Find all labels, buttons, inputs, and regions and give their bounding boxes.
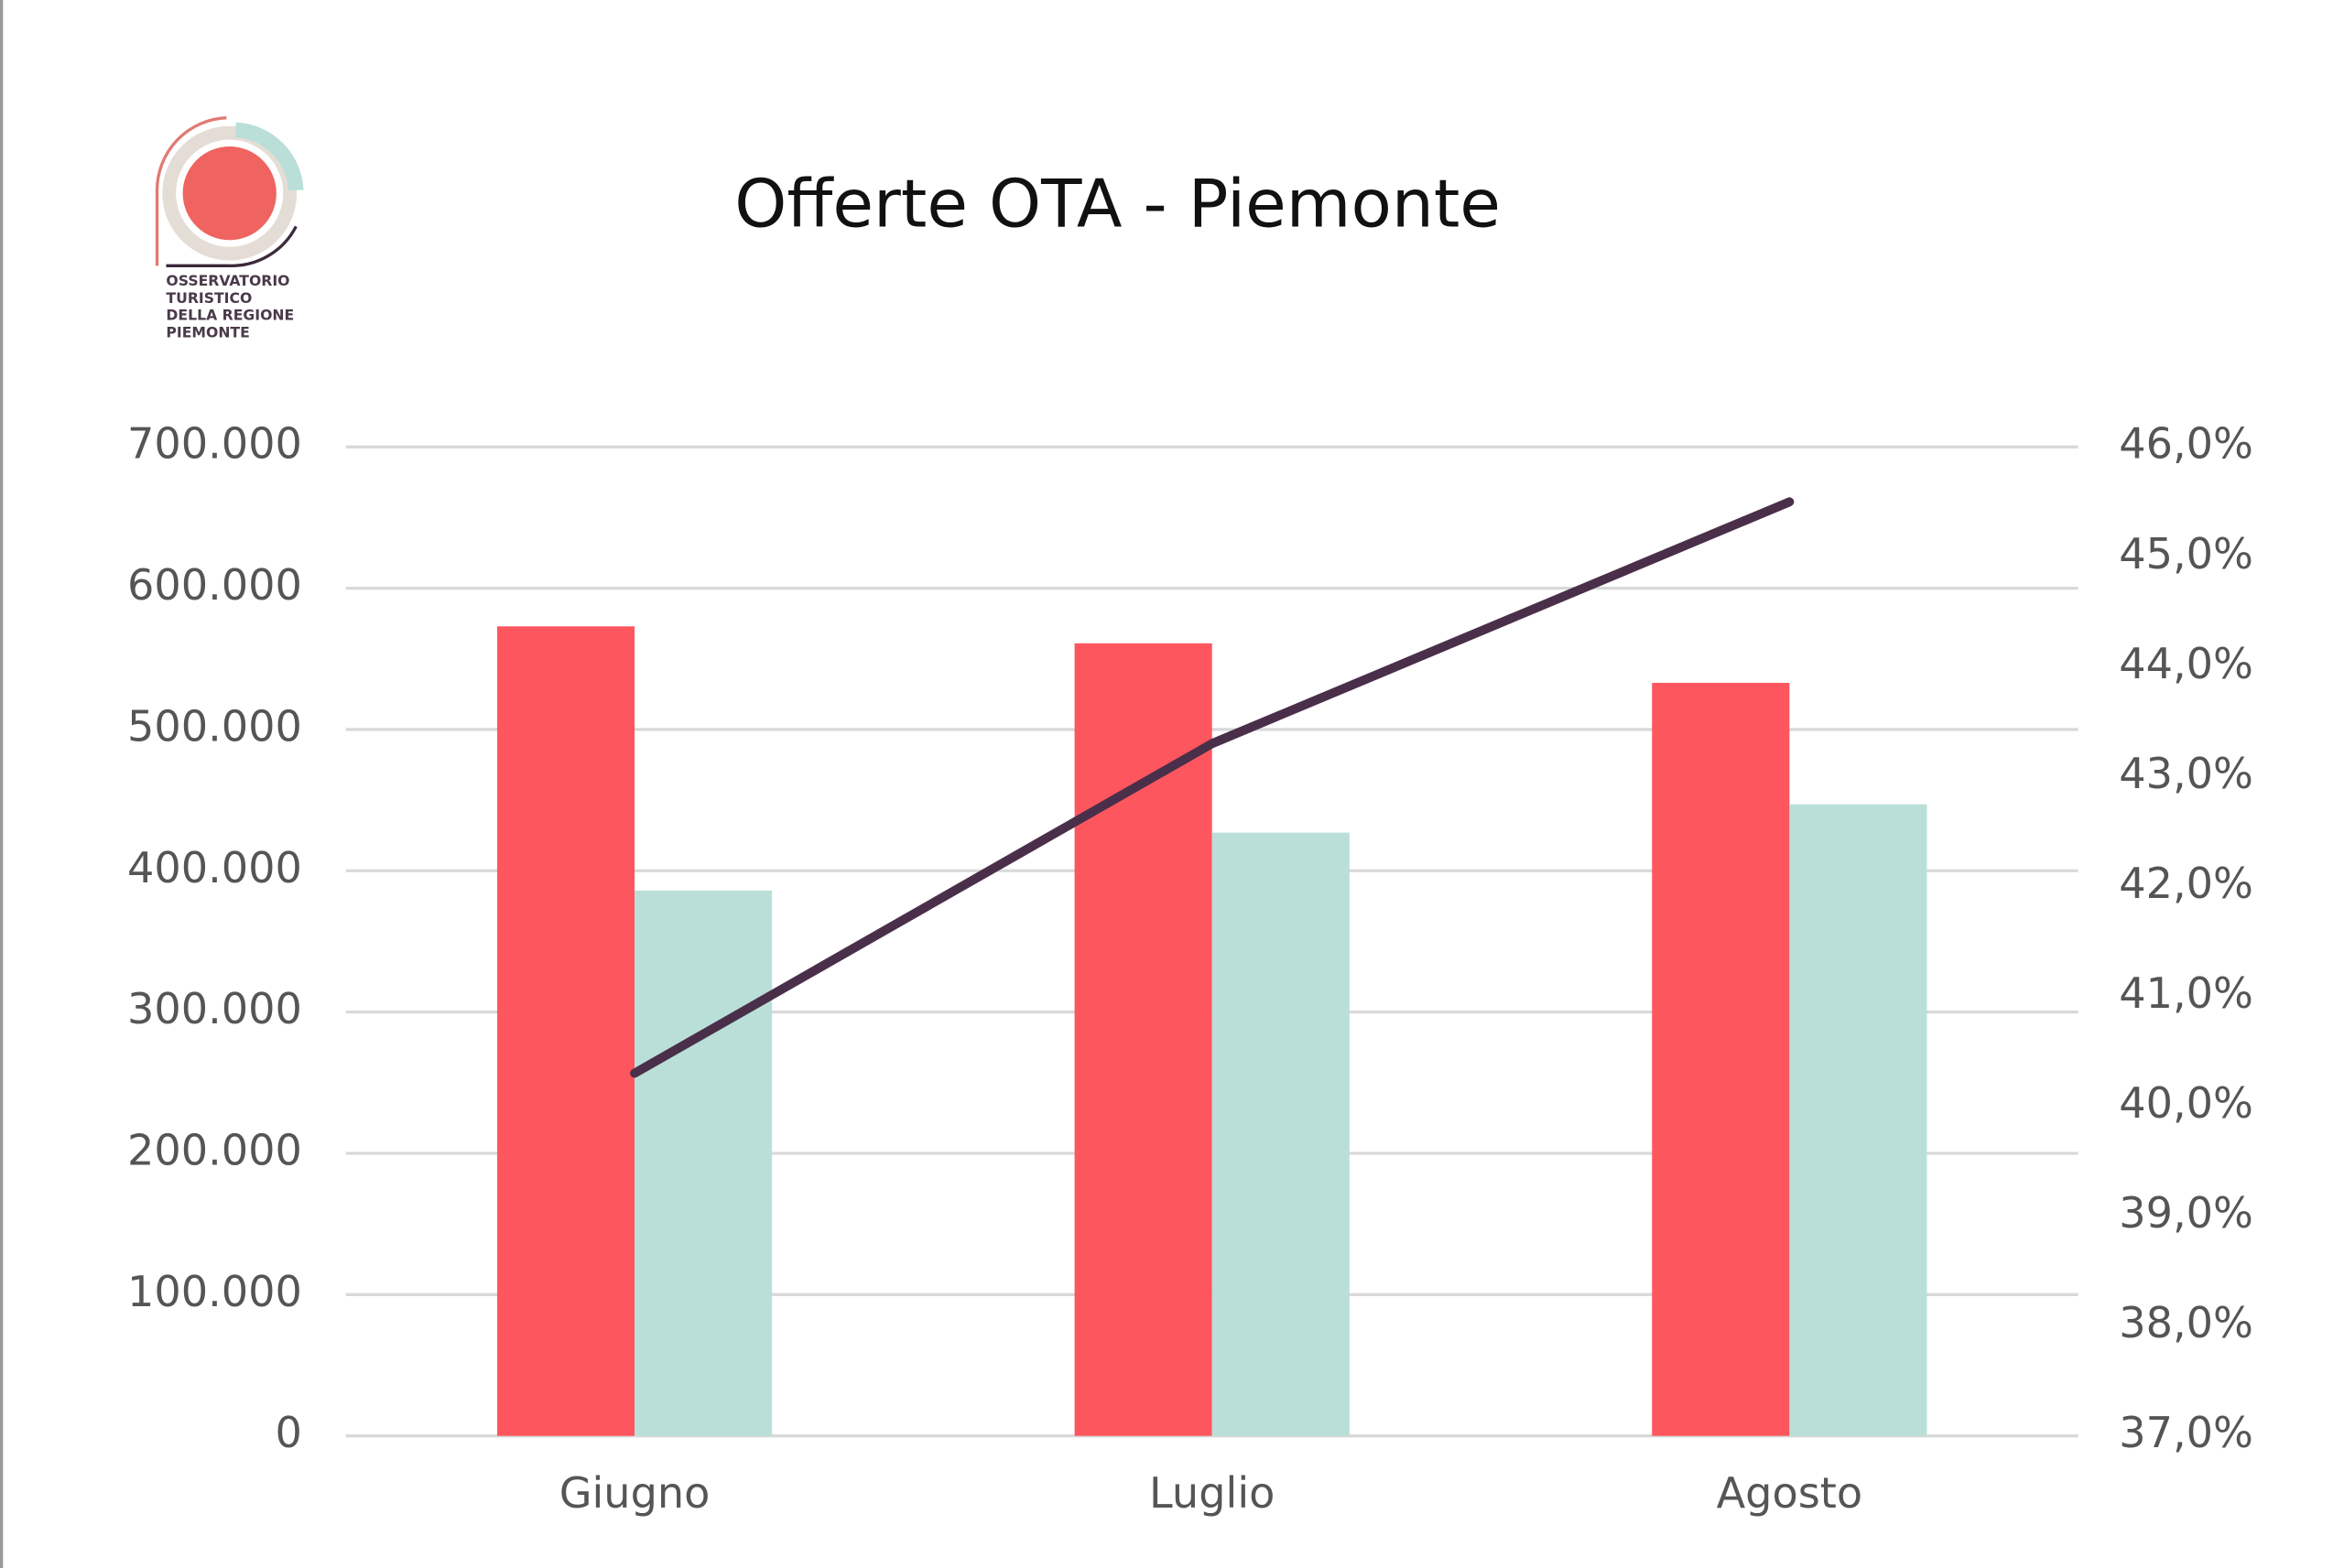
- x-tick-label: Giugno: [559, 1468, 711, 1518]
- bar: [1211, 832, 1350, 1436]
- y2-tick-label: 39,0%: [2119, 1188, 2253, 1238]
- logo: [155, 116, 304, 267]
- x-tick-label: Luglio: [1149, 1468, 1275, 1518]
- y-tick-label: 300.000: [127, 984, 302, 1033]
- y2-tick-label: 40,0%: [2119, 1078, 2253, 1128]
- y-tick-label: 200.000: [127, 1125, 302, 1174]
- y2-tick-label: 43,0%: [2119, 749, 2253, 798]
- y-tick-label: 0: [276, 1408, 302, 1457]
- bar: [635, 890, 773, 1436]
- logo-line: TURISTICO: [166, 288, 252, 306]
- y2-tick-label: 37,0%: [2119, 1408, 2253, 1457]
- line-series: [630, 497, 1795, 1078]
- y-tick-label: 400.000: [127, 843, 302, 892]
- logo-ring: [162, 125, 298, 261]
- bar: [496, 626, 635, 1436]
- y-tick-label: 700.000: [127, 419, 302, 469]
- logo-core: [182, 146, 277, 241]
- bar: [1074, 643, 1212, 1436]
- logo-line: OSSERVATORIO: [166, 271, 289, 288]
- bar: [1789, 804, 1927, 1436]
- y-tick-label: 100.000: [127, 1267, 302, 1316]
- y2-tick-label: 46,0%: [2119, 419, 2253, 469]
- chart-title: Offerte OTA - Piemonte: [734, 167, 1501, 243]
- y2-tick-label: 38,0%: [2119, 1298, 2253, 1347]
- logo-text: OSSERVATORIO TURISTICO DELLA REGIONE PIEMON…: [166, 271, 294, 341]
- logo-arc: [155, 116, 227, 266]
- logo-arc-teal: [234, 122, 304, 191]
- y2-tick-label: 41,0%: [2119, 968, 2253, 1018]
- x-tick-label: Agosto: [1717, 1468, 1863, 1518]
- logo-underline: [166, 225, 298, 267]
- y-tick-label: 500.000: [127, 701, 302, 751]
- y2-tick-label: 44,0%: [2119, 639, 2253, 688]
- y2-tick-label: 45,0%: [2119, 529, 2253, 579]
- logo-line: DELLA REGIONE: [166, 306, 294, 323]
- bar: [1652, 683, 1790, 1436]
- y-tick-label: 600.000: [127, 560, 302, 610]
- logo-line: PIEMONTE: [166, 323, 249, 341]
- y2-tick-label: 42,0%: [2119, 859, 2253, 908]
